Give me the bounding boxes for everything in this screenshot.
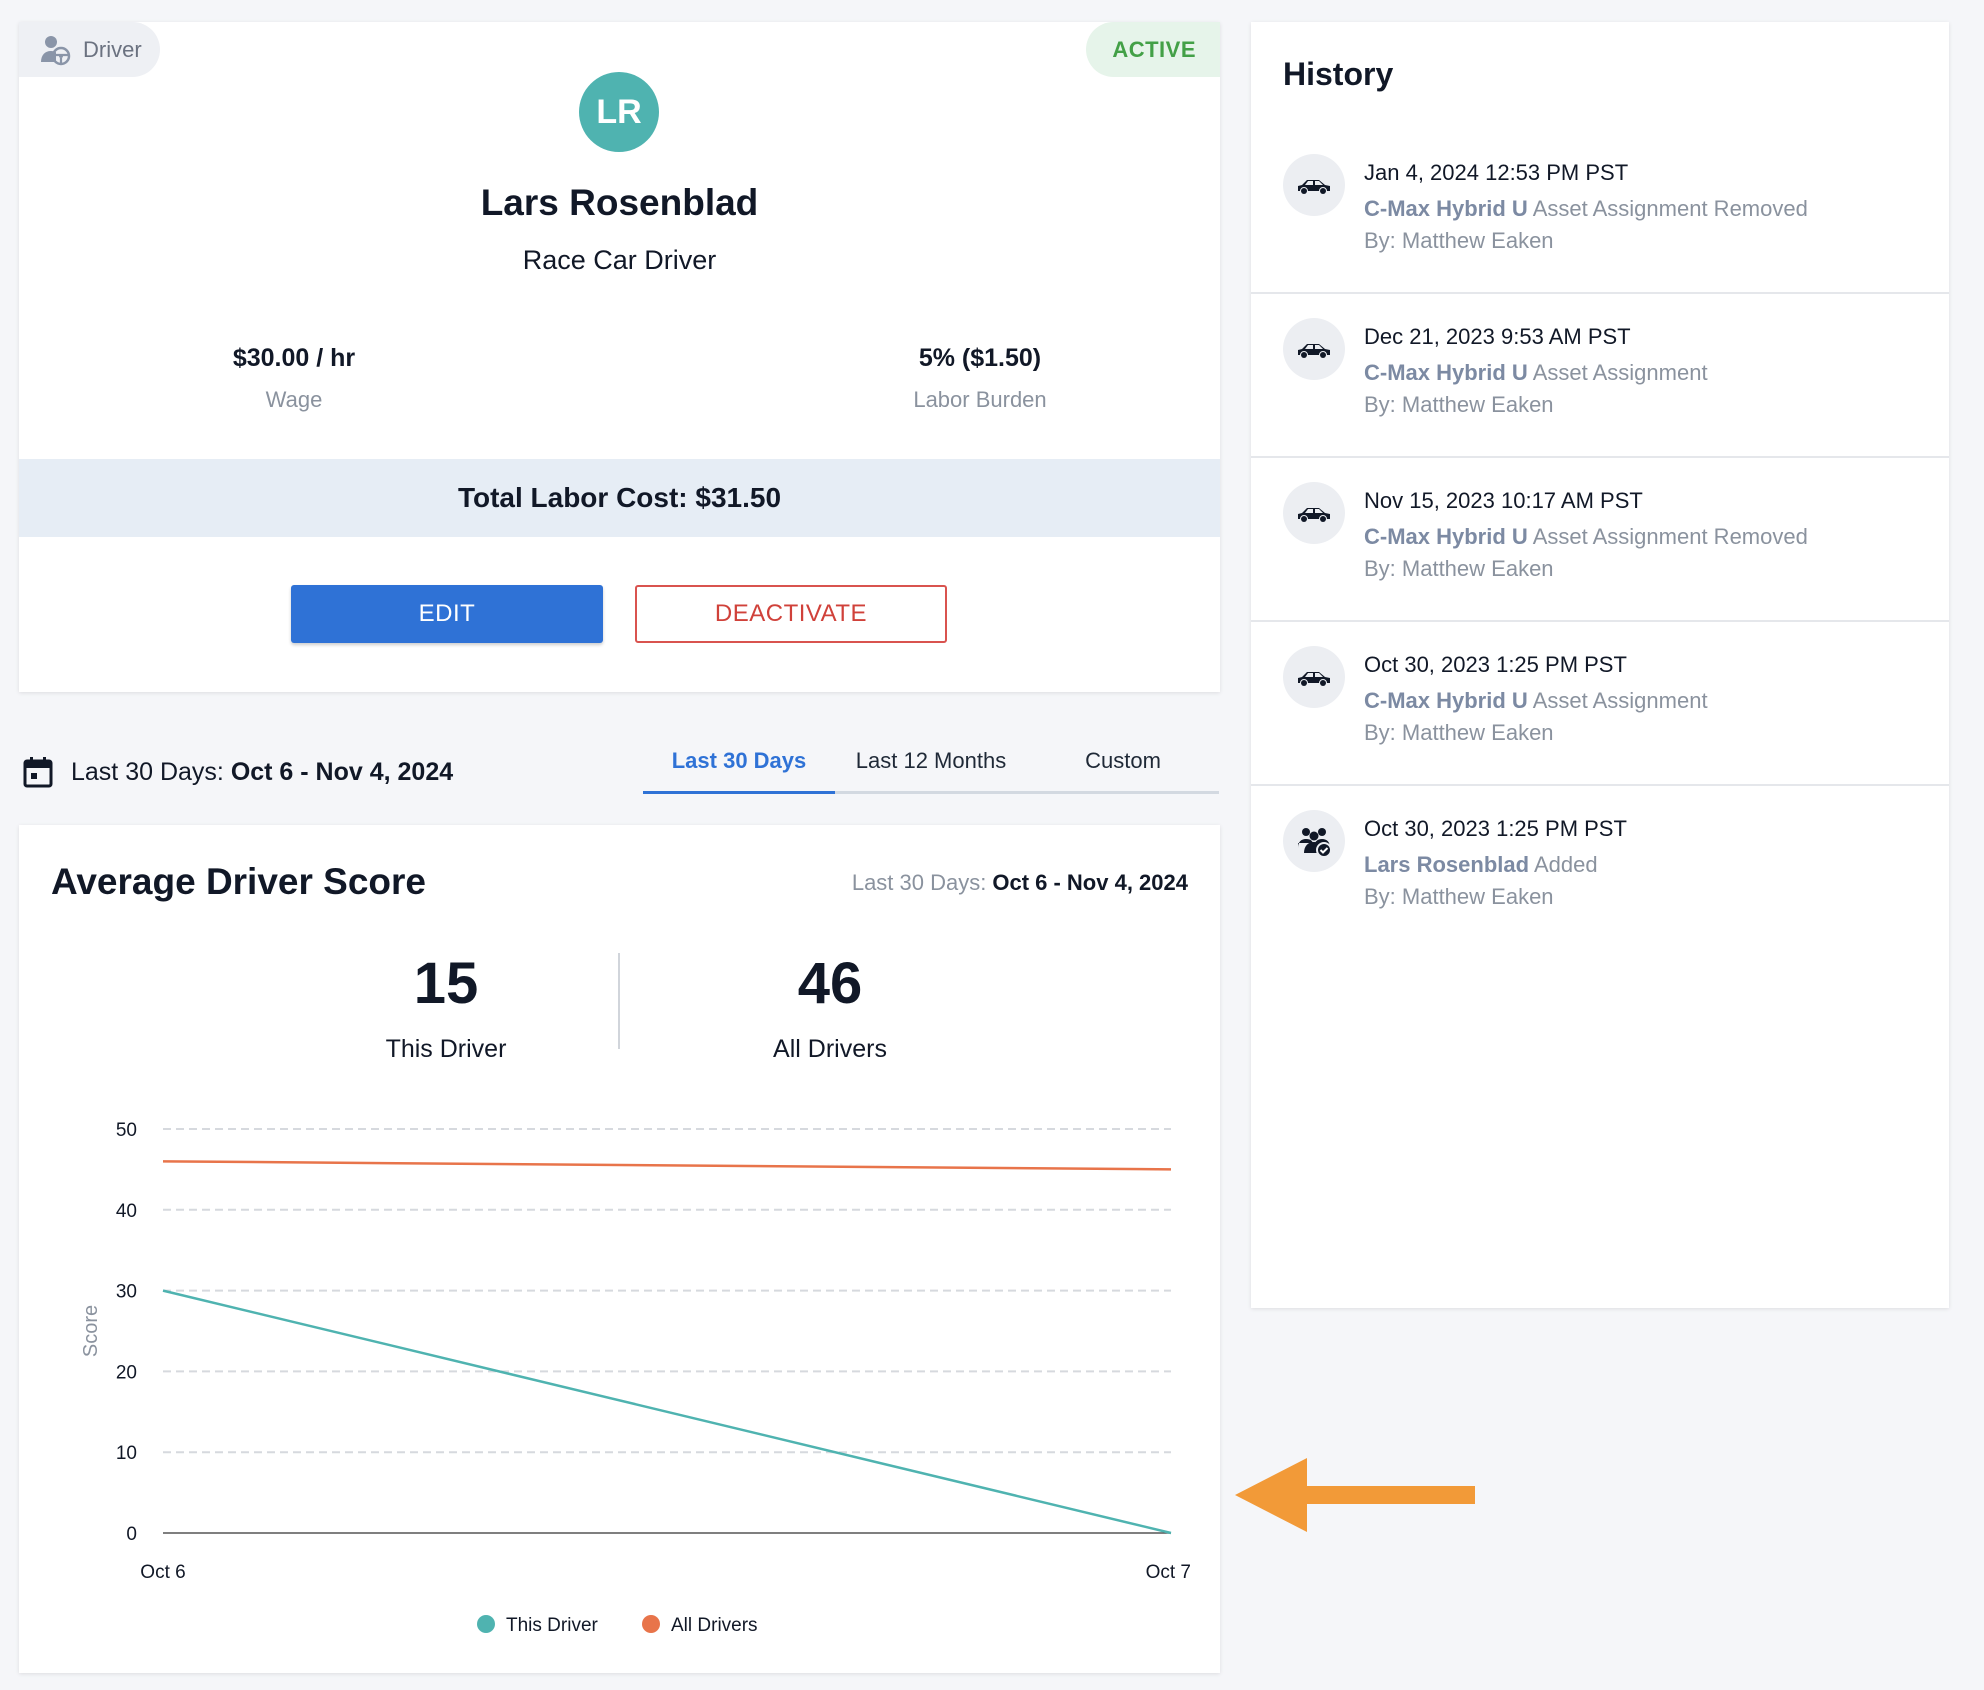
labor-burden-label: Labor Burden	[913, 387, 1047, 412]
history-item: Oct 30, 2023 1:25 PM PST C-Max Hybrid U …	[1251, 622, 1949, 786]
total-labor-cost: Total Labor Cost: $31.50	[19, 459, 1220, 537]
wage-value: $30.00 / hr	[232, 344, 356, 372]
series-line-this-driver	[162, 1289, 1172, 1535]
history-item-date: Oct 30, 2023 1:25 PM PST	[1364, 652, 1627, 677]
y-tick-label: 20	[116, 1362, 137, 1383]
score-range-value: Oct 6 - Nov 4, 2024	[992, 870, 1188, 895]
history-item-date: Dec 21, 2023 9:53 AM PST	[1364, 324, 1631, 349]
car-icon	[1298, 508, 1330, 522]
history-panel: History Jan 4, 2024 12:53 PM PST C-Max H…	[1251, 22, 1949, 1308]
legend-marker-this-driver	[477, 1615, 495, 1633]
score-range-prefix: Last 30 Days:	[851, 870, 987, 895]
driver-icon	[41, 35, 71, 65]
calendar-icon	[23, 757, 53, 788]
wage-stat: $30.00 / hr Wage	[124, 344, 464, 413]
history-item-icon	[1283, 810, 1345, 872]
all-drivers-label: All Drivers	[773, 1035, 887, 1063]
legend-marker-all-drivers	[642, 1615, 660, 1633]
history-item: Dec 21, 2023 9:53 AM PST C-Max Hybrid U …	[1251, 294, 1949, 458]
role-chip: Driver	[19, 22, 160, 77]
y-tick-label: 10	[116, 1443, 137, 1464]
car-icon	[1298, 344, 1330, 358]
stat-divider	[618, 953, 620, 1049]
edit-button[interactable]: EDIT	[291, 585, 603, 643]
date-range-text: Last 30 Days: Oct 6 - Nov 4, 2024	[71, 758, 453, 787]
history-item-action: Added	[1533, 852, 1598, 877]
people-check-icon	[1298, 828, 1332, 858]
history-item-subject[interactable]: C-Max Hybrid U	[1364, 524, 1528, 549]
history-item: Jan 4, 2024 12:53 PM PST C-Max Hybrid U …	[1251, 130, 1949, 294]
deactivate-button[interactable]: DEACTIVATE	[635, 585, 947, 643]
history-item: Nov 15, 2023 10:17 AM PST C-Max Hybrid U…	[1251, 458, 1949, 622]
x-tick-label: Oct 6	[140, 1562, 185, 1583]
date-range: Last 30 Days: Oct 6 - Nov 4, 2024	[23, 756, 453, 788]
series-line-all-drivers	[162, 1160, 1172, 1171]
score-line-chart: 0 10 20 30 40 50 Oct 6 Oct 7 Score This Driver All…	[80, 1120, 1191, 1636]
y-axis-label: Score	[80, 1305, 102, 1357]
driver-name: Lars Rosenblad	[480, 182, 759, 223]
history-item-date: Oct 30, 2023 1:25 PM PST	[1364, 816, 1627, 841]
history-item-author: By: Matthew Eaken	[1364, 720, 1554, 745]
all-drivers-value: 46	[797, 951, 863, 1016]
tab-custom[interactable]: Custom	[1085, 748, 1161, 773]
annotation-arrow	[1235, 1458, 1475, 1532]
history-item-icon	[1283, 318, 1345, 380]
x-tick-label: Oct 7	[1146, 1562, 1191, 1583]
car-icon	[1298, 180, 1330, 194]
wage-label: Wage	[265, 387, 323, 412]
history-item-action: Asset Assignment Removed	[1532, 196, 1808, 221]
range-tabs: Last 30 Days Last 12 Months Custom	[643, 736, 1219, 794]
history-item-subject[interactable]: Lars Rosenblad	[1364, 852, 1530, 877]
this-driver-label: This Driver	[385, 1035, 507, 1063]
y-tick-label: 40	[116, 1201, 137, 1222]
history-title: History	[1283, 56, 1394, 92]
history-item-author: By: Matthew Eaken	[1364, 392, 1554, 417]
tab-last-30-days[interactable]: Last 30 Days	[643, 736, 835, 794]
driver-title: Race Car Driver	[522, 245, 717, 275]
car-icon	[1298, 672, 1330, 686]
history-item-description: C-Max Hybrid U Asset Assignment Removed	[1364, 524, 1808, 550]
history-item-date: Nov 15, 2023 10:17 AM PST	[1364, 488, 1643, 513]
driver-profile-card: Driver ACTIVE LR Lars Rosenblad Race Car…	[19, 22, 1220, 692]
history-item-action: Asset Assignment	[1532, 360, 1708, 385]
score-range: Last 30 Days: Oct 6 - Nov 4, 2024	[852, 870, 1188, 896]
this-driver-value: 15	[413, 951, 479, 1016]
history-item-author: By: Matthew Eaken	[1364, 884, 1554, 909]
history-item-description: Lars Rosenblad Added	[1364, 852, 1598, 878]
history-item-description: C-Max Hybrid U Asset Assignment	[1364, 688, 1708, 714]
history-item-action: Asset Assignment	[1532, 688, 1708, 713]
history-item-subject[interactable]: C-Max Hybrid U	[1364, 360, 1528, 385]
legend-label-all-drivers: All Drivers	[671, 1615, 758, 1636]
y-tick-label: 0	[126, 1524, 137, 1545]
date-range-prefix: Last 30 Days:	[71, 757, 224, 786]
status-badge: ACTIVE	[1086, 22, 1220, 77]
history-item-author: By: Matthew Eaken	[1364, 556, 1554, 581]
tab-last-12-months[interactable]: Last 12 Months	[855, 748, 1007, 773]
history-item: Oct 30, 2023 1:25 PM PST Lars Rosenblad …	[1251, 786, 1949, 950]
history-item-icon	[1283, 646, 1345, 708]
history-item-date: Jan 4, 2024 12:53 PM PST	[1364, 160, 1629, 185]
history-item-subject[interactable]: C-Max Hybrid U	[1364, 688, 1528, 713]
y-tick-label: 30	[116, 1282, 137, 1303]
average-driver-score-card: Average Driver Score Last 30 Days: Oct 6 …	[19, 825, 1220, 1673]
history-item-icon	[1283, 482, 1345, 544]
history-item-action: Asset Assignment Removed	[1532, 524, 1808, 549]
labor-burden-value: 5% ($1.50)	[918, 344, 1042, 372]
date-range-value: Oct 6 - Nov 4, 2024	[230, 757, 454, 786]
labor-burden-stat: 5% ($1.50) Labor Burden	[810, 344, 1150, 413]
history-item-description: C-Max Hybrid U Asset Assignment	[1364, 360, 1708, 386]
role-label: Driver	[83, 36, 142, 62]
history-item-author: By: Matthew Eaken	[1364, 228, 1554, 253]
history-item-subject[interactable]: C-Max Hybrid U	[1364, 196, 1528, 221]
history-item-description: C-Max Hybrid U Asset Assignment Removed	[1364, 196, 1808, 222]
all-drivers-stat: 46 All Drivers	[680, 950, 980, 1064]
y-tick-label: 50	[116, 1120, 137, 1141]
history-item-icon	[1283, 154, 1345, 216]
this-driver-stat: 15 This Driver	[296, 950, 596, 1064]
score-title: Average Driver Score	[51, 861, 427, 902]
avatar: LR	[579, 72, 659, 152]
legend-label-this-driver: This Driver	[506, 1615, 599, 1636]
